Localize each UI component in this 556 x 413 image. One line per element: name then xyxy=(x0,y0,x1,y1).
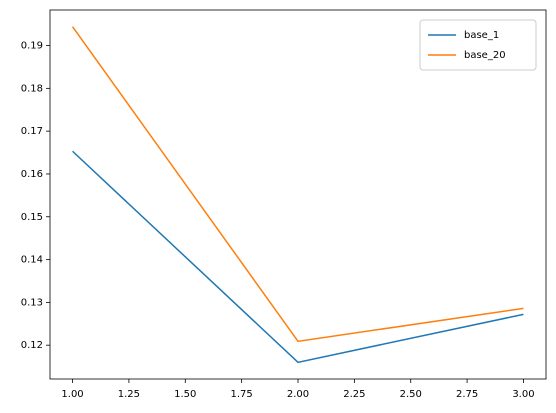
y-tick-label: 0.18 xyxy=(21,83,43,94)
y-tick-label: 0.12 xyxy=(21,340,43,351)
plot-frame xyxy=(49,9,547,380)
x-tick-label: 1.75 xyxy=(231,389,253,400)
y-tick-label: 0.16 xyxy=(21,169,43,180)
y-tick-label: 0.15 xyxy=(21,212,43,223)
y-tick-label: 0.19 xyxy=(21,41,43,52)
series-line xyxy=(71,26,524,343)
x-tick-label: 2.75 xyxy=(456,389,478,400)
y-tick-label: 0.14 xyxy=(21,255,43,266)
series-line xyxy=(72,150,524,364)
legend-label: base_1 xyxy=(464,30,499,41)
x-tick-label: 1.25 xyxy=(118,389,140,400)
x-tick-label: 1.00 xyxy=(61,389,83,400)
x-tick-label: 3.00 xyxy=(512,389,534,400)
y-tick-label: 0.17 xyxy=(21,126,43,137)
legend-box xyxy=(419,19,537,71)
x-tick-label: 2.00 xyxy=(287,389,309,400)
x-tick-label: 2.25 xyxy=(343,389,365,400)
x-tick-label: 2.50 xyxy=(400,389,422,400)
legend-label: base_20 xyxy=(464,50,506,61)
x-tick-label: 1.50 xyxy=(174,389,196,400)
y-tick-label: 0.13 xyxy=(21,297,43,308)
